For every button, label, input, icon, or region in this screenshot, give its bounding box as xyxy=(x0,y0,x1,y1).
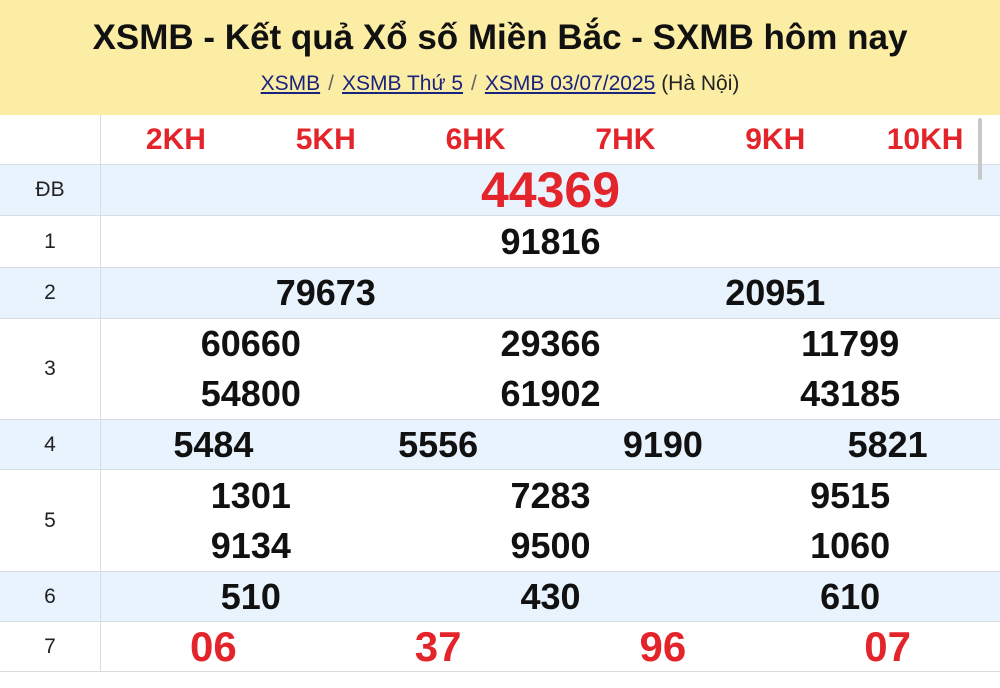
prize-row: 2 79673 20951 xyxy=(0,268,1000,319)
code-5: 9KH xyxy=(745,122,806,156)
page-header: XSMB - Kết quả Xổ số Miền Bắc - SXMB hôm… xyxy=(0,0,1000,115)
prize-label: 4 xyxy=(0,420,101,469)
prize-row: 3 60660 29366 11799 54800 61902 43185 xyxy=(0,319,1000,420)
prize-number: 5556 xyxy=(398,423,479,465)
prize-number: 20951 xyxy=(725,272,826,313)
prize-number: 5821 xyxy=(847,423,928,465)
prize-number: 1301 xyxy=(210,474,291,516)
prize-row: 5 1301 7283 9515 9134 9500 1060 xyxy=(0,470,1000,572)
prize-row: 6 510 430 610 xyxy=(0,572,1000,622)
prize-label: 3 xyxy=(0,319,101,419)
prize-number: 1060 xyxy=(810,524,891,566)
breadcrumb-separator: / xyxy=(471,72,477,95)
breadcrumb-xsmb[interactable]: XSMB xyxy=(260,72,321,95)
prize-label: 7 xyxy=(0,622,101,671)
breadcrumb-xsmb-date[interactable]: XSMB 03/07/2025 xyxy=(484,72,656,95)
code-4: 7HK xyxy=(595,122,656,156)
results-table: 2KH 5KH 6HK 7HK 9KH 10KH ĐB 44369 1 91816 2 7… xyxy=(0,115,1000,672)
breadcrumb-separator: / xyxy=(328,72,334,95)
prize-label: 6 xyxy=(0,572,101,621)
code-1: 2KH xyxy=(145,122,206,156)
prize-number: 91816 xyxy=(500,220,601,262)
code-2: 5KH xyxy=(295,122,356,156)
prize-number: 07 xyxy=(864,622,911,670)
codes-row: 2KH 5KH 6HK 7HK 9KH 10KH xyxy=(0,115,1000,165)
prize-number: 11799 xyxy=(801,323,900,364)
code-3: 6HK xyxy=(445,122,506,156)
prize-number: 54800 xyxy=(200,373,301,414)
prize-row: 7 06 37 96 07 xyxy=(0,622,1000,672)
prize-number: 96 xyxy=(639,622,687,670)
prize-number: 43185 xyxy=(800,373,901,414)
page-title: XSMB - Kết quả Xổ số Miền Bắc - SXMB hôm… xyxy=(92,18,908,57)
prize-number: 510 xyxy=(220,575,281,617)
prize-number: 60660 xyxy=(200,323,301,364)
code-6: 10KH xyxy=(886,122,964,156)
prize-number: 610 xyxy=(820,575,881,617)
prize-label: 5 xyxy=(0,470,101,571)
prize-label: 2 xyxy=(0,268,101,318)
prize-number: 44369 xyxy=(480,161,621,218)
empty-label-cell xyxy=(0,115,101,164)
prize-number: 9190 xyxy=(622,423,703,465)
location-label: (Hà Nội) xyxy=(661,72,740,95)
prize-row: 1 91816 xyxy=(0,216,1000,268)
prize-number: 430 xyxy=(520,575,581,617)
prize-number: 9134 xyxy=(210,524,291,566)
prize-row: ĐB 44369 xyxy=(0,161,1000,218)
prize-number: 5484 xyxy=(173,423,254,465)
prize-number: 06 xyxy=(190,622,237,670)
breadcrumb: XSMB / XSMB Thứ 5 / XSMB 03/07/2025 (Hà Nội) xyxy=(0,72,1000,96)
prize-row: 4 5484 5556 9190 5821 xyxy=(0,420,1000,470)
breadcrumb-xsmb-thu5[interactable]: XSMB Thứ 5 xyxy=(341,72,464,95)
prize-number: 37 xyxy=(414,622,462,670)
prize-number: 9515 xyxy=(810,474,891,516)
prize-number: 9500 xyxy=(510,524,591,566)
prize-number: 61902 xyxy=(500,373,601,414)
prize-label: ĐB xyxy=(0,165,101,215)
prize-label: 1 xyxy=(0,216,101,267)
scrollbar[interactable] xyxy=(978,118,982,180)
prize-number: 7283 xyxy=(510,474,591,516)
prize-number: 29366 xyxy=(500,323,601,364)
prize-number: 79673 xyxy=(275,272,376,313)
